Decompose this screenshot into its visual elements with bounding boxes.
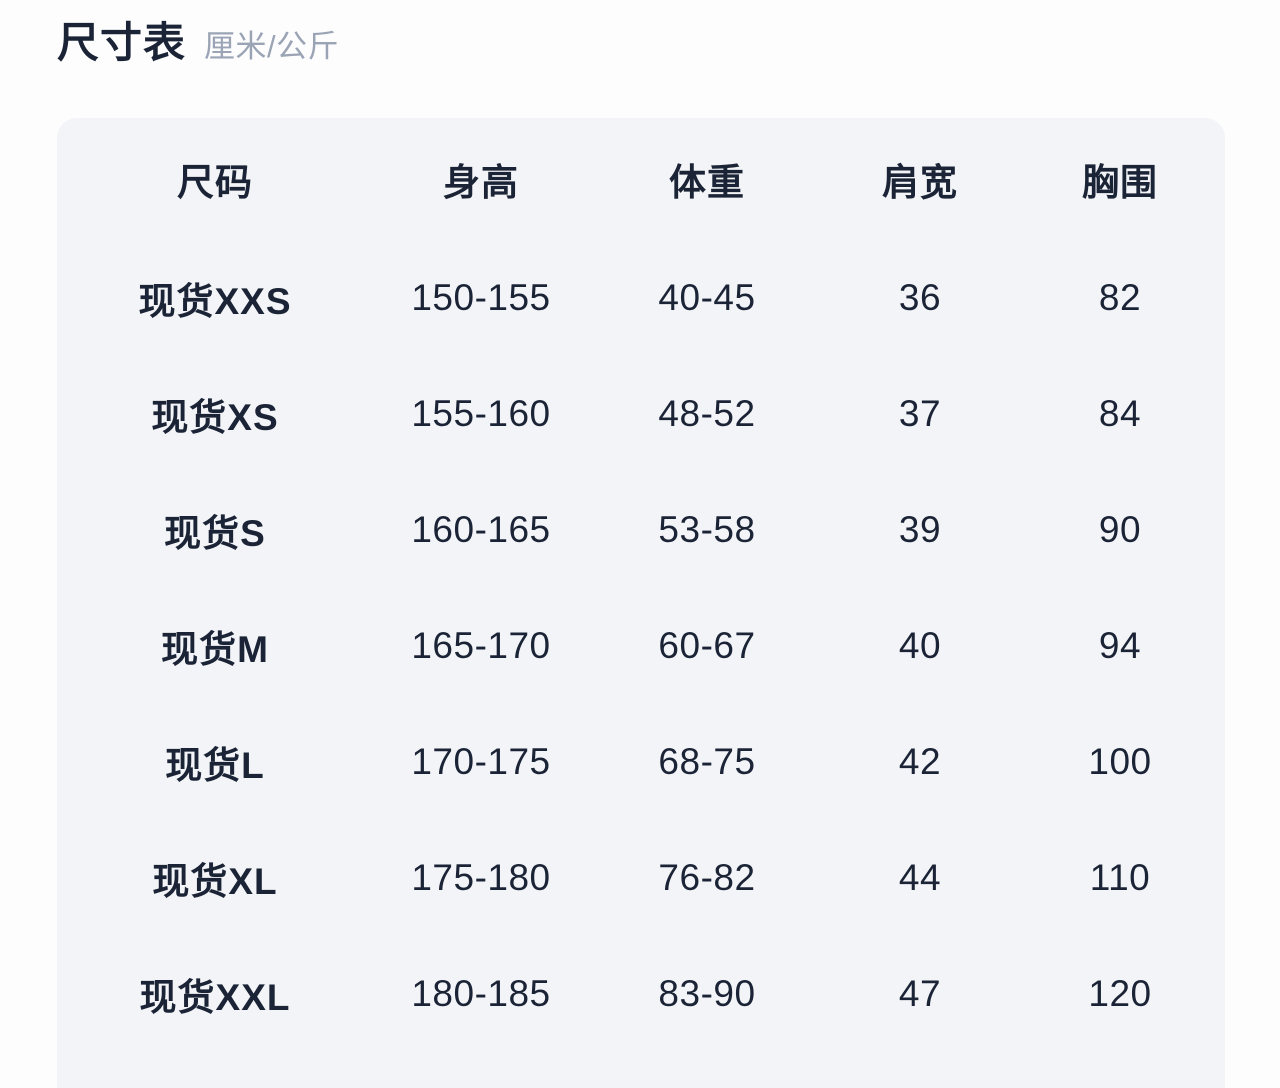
column-header-weight: 体重: [669, 162, 745, 203]
column-header-chest: 胸围: [1082, 162, 1158, 203]
cell-height: 155-160: [411, 393, 551, 434]
cell-chest: 100: [1088, 741, 1152, 782]
cell-size: 现货L: [165, 745, 265, 786]
size-table-card: 尺码 身高 体重 肩宽 胸围 现货XXS 150-155 40-45 36 82…: [57, 118, 1225, 1088]
cell-size: 现货XS: [151, 397, 279, 438]
cell-weight: 83-90: [658, 973, 756, 1014]
cell-size: 现货S: [164, 513, 266, 554]
size-table: 尺码 身高 体重 肩宽 胸围 现货XXS 150-155 40-45 36 82…: [57, 118, 1225, 1052]
cell-height: 160-165: [411, 509, 551, 550]
cell-height: 165-170: [411, 625, 551, 666]
column-header-height: 身高: [443, 162, 519, 203]
cell-weight: 60-67: [658, 625, 756, 666]
cell-height: 150-155: [411, 277, 551, 318]
cell-weight: 53-58: [658, 509, 756, 550]
cell-shoulder: 39: [898, 509, 942, 550]
cell-shoulder: 37: [898, 393, 942, 434]
cell-size: 现货XXS: [138, 281, 292, 322]
cell-shoulder: 42: [898, 741, 942, 782]
cell-size: 现货XL: [152, 861, 278, 902]
table-header-row: 尺码 身高 体重 肩宽 胸围: [57, 118, 1225, 240]
cell-height: 180-185: [411, 973, 551, 1014]
table-row: 现货XXS 150-155 40-45 36 82: [57, 240, 1225, 356]
cell-height: 170-175: [411, 741, 551, 782]
page-title-row: 尺寸表 厘米/公斤: [57, 22, 339, 64]
column-header-size: 尺码: [177, 162, 253, 203]
cell-chest: 84: [1098, 393, 1142, 434]
table-row: 现货XXL 180-185 83-90 47 120: [57, 936, 1225, 1052]
size-table-header: 尺码 身高 体重 肩宽 胸围: [57, 118, 1225, 240]
cell-chest: 120: [1088, 973, 1152, 1014]
table-row: 现货S 160-165 53-58 39 90: [57, 472, 1225, 588]
unit-note: 厘米/公斤: [204, 29, 340, 64]
page-title: 尺寸表: [57, 19, 187, 66]
table-row: 现货XS 155-160 48-52 37 84: [57, 356, 1225, 472]
cell-shoulder: 36: [898, 277, 942, 318]
table-row: 现货XL 175-180 76-82 44 110: [57, 820, 1225, 936]
size-table-body: 现货XXS 150-155 40-45 36 82 现货XS 155-160 4…: [57, 240, 1225, 1052]
cell-weight: 68-75: [658, 741, 756, 782]
cell-weight: 76-82: [658, 857, 756, 898]
cell-size: 现货M: [161, 629, 269, 670]
cell-height: 175-180: [411, 857, 551, 898]
cell-chest: 94: [1098, 625, 1142, 666]
cell-shoulder: 40: [898, 625, 942, 666]
table-row: 现货L 170-175 68-75 42 100: [57, 704, 1225, 820]
cell-chest: 110: [1089, 857, 1151, 898]
table-row: 现货M 165-170 60-67 40 94: [57, 588, 1225, 704]
cell-shoulder: 47: [898, 973, 942, 1014]
cell-chest: 90: [1098, 509, 1142, 550]
cell-chest: 82: [1098, 277, 1142, 318]
cell-size: 现货XXL: [139, 977, 291, 1018]
cell-weight: 40-45: [658, 277, 756, 318]
column-header-shoulder: 肩宽: [882, 162, 958, 203]
cell-weight: 48-52: [658, 393, 756, 434]
cell-shoulder: 44: [898, 857, 942, 898]
